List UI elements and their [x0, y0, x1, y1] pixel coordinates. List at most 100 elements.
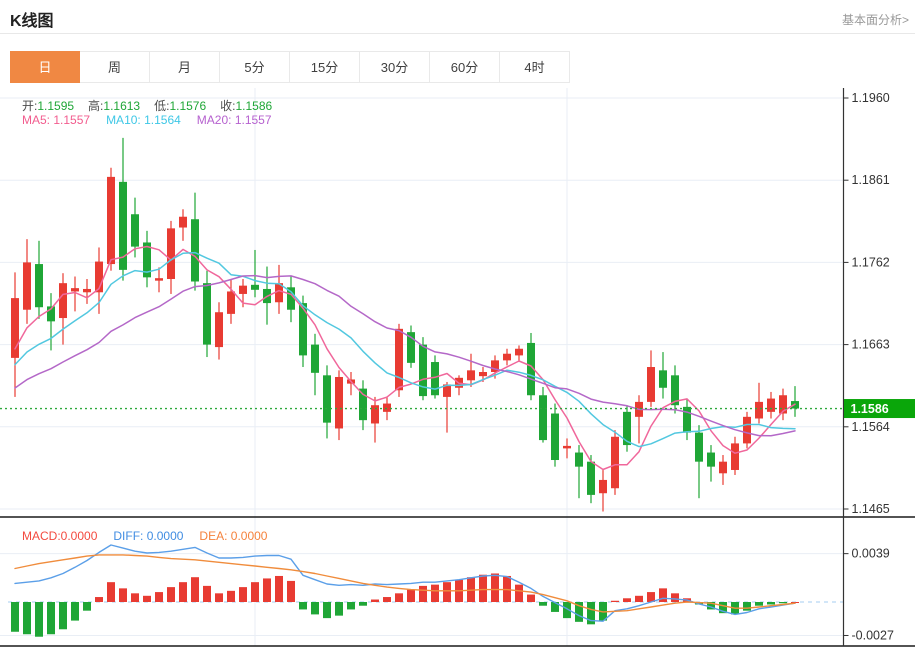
- candle-body: [59, 283, 67, 319]
- candle-body: [503, 353, 511, 361]
- candle-body: [539, 395, 547, 441]
- macd-bar: [659, 588, 667, 602]
- macd-bar: [179, 582, 187, 602]
- macd-bar: [755, 602, 763, 606]
- macd-bar: [227, 590, 235, 602]
- macd-bar: [95, 597, 103, 602]
- macd-bar: [491, 573, 499, 602]
- tab-5min[interactable]: 5分: [220, 51, 290, 83]
- candle-body: [131, 214, 139, 247]
- ma-readout: MA5: 1.1557 MA10: 1.1564 MA20: 1.1557: [22, 113, 272, 127]
- price-axis-label: 1.1762: [852, 255, 890, 269]
- candle-body: [647, 367, 655, 402]
- macd-bar: [563, 602, 571, 619]
- macd-bar: [251, 582, 259, 602]
- macd-bar: [191, 577, 199, 602]
- ma10-line: [14, 251, 796, 448]
- candle-body: [551, 413, 559, 461]
- price-axis-label: 1.1564: [852, 420, 890, 434]
- tab-month[interactable]: 月: [150, 51, 220, 83]
- fundamental-analysis-link[interactable]: 基本面分析>: [841, 13, 909, 27]
- macd-bar: [527, 594, 535, 602]
- candle-body: [323, 375, 331, 423]
- candle-body: [767, 398, 775, 412]
- candle-body: [47, 306, 55, 322]
- macd-bar: [551, 602, 559, 612]
- ma5-value: MA5: 1.1557: [22, 113, 91, 127]
- macd-bar: [407, 589, 415, 602]
- tab-30min[interactable]: 30分: [360, 51, 430, 83]
- macd-readout: MACD:0.0000 DIFF: 0.0000 DEA: 0.0000: [22, 529, 267, 543]
- candle-body: [95, 261, 103, 293]
- candle-body: [695, 432, 703, 462]
- macd-bar: [239, 587, 247, 602]
- candle-body: [671, 375, 679, 406]
- low-value: 1.1576: [169, 99, 207, 113]
- candle-body: [275, 283, 283, 303]
- candle-body: [623, 411, 631, 446]
- candle-body: [11, 298, 19, 358]
- candle-body: [563, 445, 571, 449]
- macd-bar: [143, 595, 151, 602]
- candle-body: [71, 288, 79, 292]
- ma20-line: [14, 274, 796, 437]
- interval-tabbar: 日 周 月 5分 15分 30分 60分 4时: [10, 51, 570, 83]
- macd-bar: [623, 598, 631, 602]
- open-label: 开:: [22, 99, 38, 113]
- candle-body: [299, 303, 307, 356]
- macd-bar: [263, 578, 271, 602]
- macd-bar: [59, 602, 67, 630]
- tab-day[interactable]: 日: [10, 51, 80, 83]
- candle-body: [443, 384, 451, 397]
- candle-body: [335, 376, 343, 429]
- tab-4hour[interactable]: 4时: [500, 51, 570, 83]
- macd-bar: [419, 585, 427, 602]
- candle-body: [227, 291, 235, 314]
- macd-axis-label: 0.0039: [852, 547, 890, 561]
- macd-bar: [431, 584, 439, 602]
- close-value: 1.1586: [235, 99, 273, 113]
- candle-body: [395, 328, 403, 391]
- macd-bar: [131, 593, 139, 602]
- macd-bar: [671, 593, 679, 602]
- macd-bar: [575, 602, 583, 622]
- tab-week[interactable]: 周: [80, 51, 150, 83]
- macd-bar: [203, 585, 211, 602]
- candle-body: [359, 388, 367, 421]
- macd-value: MACD:0.0000: [22, 529, 98, 543]
- price-axis-label: 1.1465: [852, 502, 890, 516]
- candle-body: [515, 348, 523, 356]
- candle-body: [35, 264, 43, 308]
- candle-body: [599, 479, 607, 494]
- candle-body: [467, 370, 475, 381]
- candle-body: [287, 287, 295, 310]
- macd-bar: [587, 602, 595, 625]
- macd-bar: [347, 602, 355, 610]
- macd-bar: [335, 602, 343, 616]
- candle-body: [431, 362, 439, 396]
- macd-bar: [707, 602, 715, 610]
- open-value: 1.1595: [37, 99, 75, 113]
- candle-body: [419, 344, 427, 397]
- candle-body: [107, 176, 115, 265]
- candle-body: [575, 452, 583, 467]
- candle-body: [587, 461, 595, 495]
- macd-bar: [515, 584, 523, 602]
- tab-15min[interactable]: 15分: [290, 51, 360, 83]
- candle-body: [83, 288, 91, 293]
- macd-bar: [779, 602, 787, 604]
- candle-body: [731, 443, 739, 470]
- candle-body: [707, 452, 715, 467]
- macd-bar: [479, 574, 487, 602]
- macd-bar: [311, 602, 319, 615]
- ma5-line: [14, 245, 796, 471]
- candle-body: [383, 403, 391, 412]
- macd-bar: [395, 593, 403, 602]
- tab-60min[interactable]: 60分: [430, 51, 500, 83]
- candle-body: [215, 312, 223, 348]
- candle-body: [743, 416, 751, 444]
- candle-body: [527, 342, 535, 396]
- candle-body: [479, 372, 487, 377]
